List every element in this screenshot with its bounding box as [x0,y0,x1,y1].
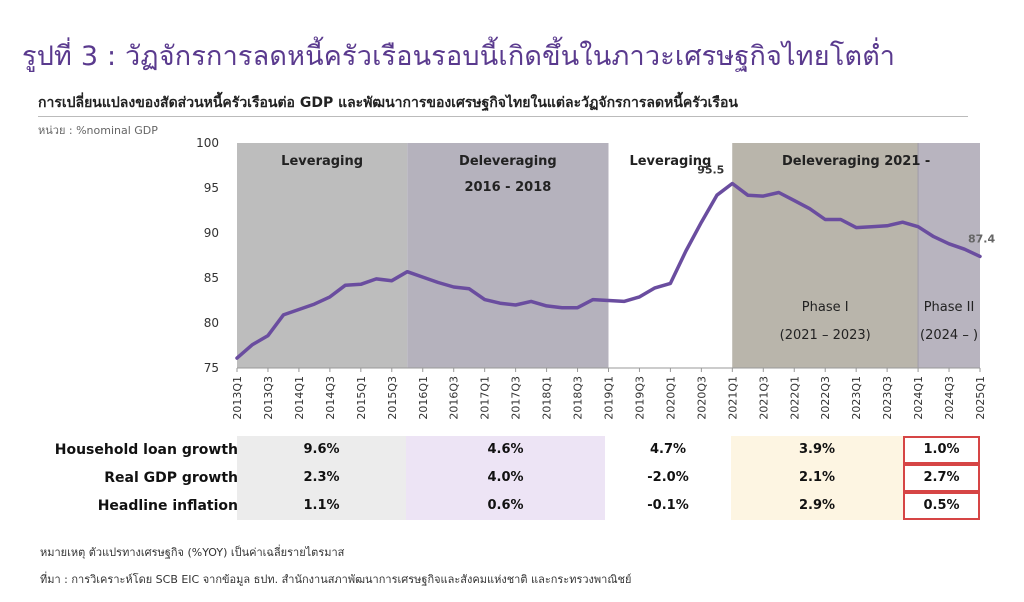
x-tick-label: 2023Q3 [881,376,894,420]
table-column-bg [731,436,903,520]
table-column-bg [406,436,605,520]
x-tick-label: 2022Q3 [819,376,832,420]
x-tick-label: 2019Q3 [633,376,646,420]
table-cell: 2.9% [798,498,836,513]
y-tick-label: 95 [204,181,219,195]
period-label-0: Leveraging [281,154,363,169]
x-tick-label: 2024Q1 [912,376,925,420]
x-tick-label: 2022Q1 [788,376,801,420]
x-tick-label: 2013Q1 [231,376,244,420]
x-tick-label: 2017Q1 [479,376,492,420]
x-tick-label: 2018Q1 [541,376,554,420]
x-tick-label: 2020Q3 [695,376,708,420]
table-cell: 1.0% [923,442,960,457]
household-debt-line [235,181,982,360]
table-column-bg [605,436,731,520]
x-tick-label: 2024Q3 [943,376,956,420]
x-tick-label: 2013Q3 [262,376,275,420]
x-tick-label: 2015Q1 [355,376,368,420]
latest-value-label: 87.4 [968,232,995,245]
phase-band-0 [732,143,919,368]
table-cell: -2.0% [647,470,689,485]
table-cell: 4.7% [649,442,687,457]
period-band-1 [407,143,609,368]
y-tick-label: 90 [204,226,219,240]
unit-label: หน่วย : %nominal GDP [38,124,158,137]
table-row-label: Household loan growth [54,442,238,458]
divider [38,116,968,117]
x-tick-label: 2021Q3 [757,376,770,420]
table-cell: 2.1% [798,470,836,485]
highlight-cell [903,464,980,492]
x-tick-label: 2021Q1 [726,376,739,420]
x-tick-label: 2018Q3 [572,376,585,420]
source-note: ที่มา : การวิเคราะห์โดย SCB EIC จากข้อมู… [40,573,632,586]
footnote: หมายเหตุ ตัวแปรทางเศรษฐกิจ (%YOY) เป็นค่… [40,546,345,559]
phase-sublabel-0: (2021 – 2023) [780,328,871,343]
y-tick-label: 75 [204,361,219,375]
table-cell: 4.0% [487,470,524,485]
table-cell: 1.1% [303,498,340,513]
page-title: รูปที่ 3 : วัฏจักรการลดหนี้ครัวเรือนรอบน… [22,41,896,72]
period-sublabel-1: 2016 - 2018 [464,180,551,195]
highlight-cell [903,436,980,464]
table-cell: -0.1% [647,498,689,513]
y-tick-label: 100 [196,136,219,150]
x-tick-label: 2025Q1 [974,376,987,420]
table-cell: 2.3% [303,470,340,485]
x-tick-label: 2014Q1 [293,376,306,420]
table-cell: 9.6% [303,442,340,457]
peak-value-label: 95.5 [697,164,724,177]
x-tick-label: 2017Q3 [510,376,523,420]
phase-band-1 [918,143,980,368]
table-cell: 4.6% [487,442,524,457]
phase-label-0: Phase I [802,300,849,315]
period-label-2: Leveraging [629,154,711,169]
period-band-0 [237,143,408,368]
table-column-bg [237,436,406,520]
phase-sublabel-1: (2024 – ) [920,328,978,343]
table-row-label: Headline inflation [97,498,238,514]
x-tick-label: 2014Q3 [324,376,337,420]
period-label-3: Deleveraging 2021 - [782,154,930,169]
table-cell: 0.6% [487,498,524,513]
x-tick-label: 2015Q3 [386,376,399,420]
table-column-bg [903,436,980,520]
highlight-cell [903,492,980,520]
table-cell: 2.7% [923,470,960,485]
table-cell: 3.9% [798,442,836,457]
table-row-label: Real GDP growth [104,470,238,486]
phase-label-1: Phase II [924,300,975,315]
x-tick-label: 2019Q1 [603,376,616,420]
x-tick-label: 2020Q1 [664,376,677,420]
table-cell: 0.5% [923,498,960,513]
y-tick-label: 85 [204,271,219,285]
y-tick-label: 80 [204,316,219,330]
x-tick-label: 2016Q1 [417,376,430,420]
period-label-1: Deleveraging [459,154,557,169]
x-tick-label: 2016Q3 [448,376,461,420]
x-tick-label: 2023Q1 [850,376,863,420]
chart-subtitle: การเปลี่ยนแปลงของสัดส่วนหนี้ครัวเรือนต่อ… [38,95,738,111]
